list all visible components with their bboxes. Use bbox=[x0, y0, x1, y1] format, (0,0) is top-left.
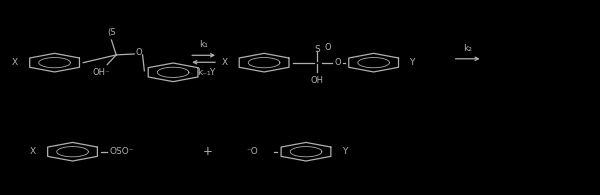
Text: Y: Y bbox=[342, 147, 347, 156]
Text: X: X bbox=[221, 58, 227, 67]
Text: k₂: k₂ bbox=[463, 44, 472, 53]
Text: k₋₁: k₋₁ bbox=[197, 68, 211, 77]
Text: (S: (S bbox=[107, 27, 116, 36]
Text: O: O bbox=[136, 49, 143, 58]
Text: k₁: k₁ bbox=[199, 40, 208, 49]
Text: Y: Y bbox=[209, 68, 214, 77]
Text: ⁻O: ⁻O bbox=[247, 147, 258, 156]
Text: X: X bbox=[30, 147, 36, 156]
Text: +: + bbox=[202, 145, 212, 158]
Text: OSO⁻: OSO⁻ bbox=[110, 147, 134, 156]
Text: OH: OH bbox=[310, 76, 323, 85]
Text: Y: Y bbox=[410, 58, 415, 67]
Text: X: X bbox=[12, 58, 18, 67]
Text: O: O bbox=[335, 58, 341, 67]
Text: OH⁻: OH⁻ bbox=[92, 68, 110, 77]
Text: O: O bbox=[325, 43, 331, 52]
Text: S: S bbox=[314, 45, 320, 54]
